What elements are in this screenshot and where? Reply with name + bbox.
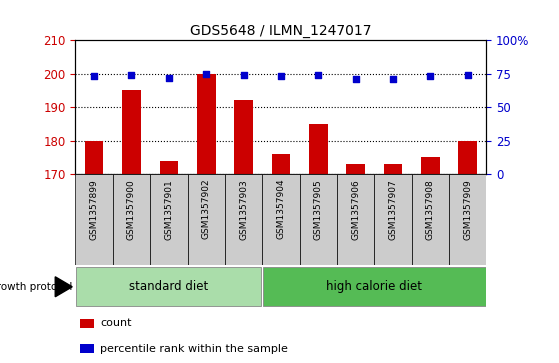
- Text: GSM1357907: GSM1357907: [389, 179, 397, 240]
- Point: [127, 72, 136, 78]
- Bar: [79, 344, 94, 353]
- Text: GSM1357902: GSM1357902: [202, 179, 211, 240]
- Bar: [421, 158, 439, 174]
- Bar: [75, 174, 113, 265]
- Bar: [300, 174, 337, 265]
- Text: GSM1357900: GSM1357900: [127, 179, 136, 240]
- Bar: [225, 174, 262, 265]
- Bar: [411, 174, 449, 265]
- Bar: [85, 141, 103, 174]
- Bar: [234, 101, 253, 174]
- Bar: [449, 174, 486, 265]
- Polygon shape: [55, 277, 72, 297]
- Point: [426, 73, 435, 79]
- Bar: [79, 319, 94, 328]
- Bar: [337, 174, 375, 265]
- Text: GSM1357905: GSM1357905: [314, 179, 323, 240]
- Bar: [187, 174, 225, 265]
- Text: GSM1357901: GSM1357901: [164, 179, 173, 240]
- Bar: [272, 154, 290, 174]
- Bar: [150, 174, 187, 265]
- Bar: [309, 124, 328, 174]
- Text: GSM1357906: GSM1357906: [351, 179, 360, 240]
- Bar: [262, 174, 300, 265]
- Text: GSM1357908: GSM1357908: [426, 179, 435, 240]
- Text: percentile rank within the sample: percentile rank within the sample: [100, 344, 288, 354]
- Text: GSM1357903: GSM1357903: [239, 179, 248, 240]
- Text: high calorie diet: high calorie diet: [326, 280, 422, 293]
- Bar: [375, 174, 411, 265]
- Point: [276, 73, 285, 79]
- Text: GSM1357909: GSM1357909: [463, 179, 472, 240]
- Bar: [76, 267, 262, 306]
- Title: GDS5648 / ILMN_1247017: GDS5648 / ILMN_1247017: [190, 24, 372, 37]
- Text: standard diet: standard diet: [129, 280, 209, 293]
- Bar: [197, 74, 216, 174]
- Bar: [383, 164, 402, 174]
- Text: growth protocol: growth protocol: [0, 282, 73, 292]
- Point: [202, 71, 211, 77]
- Bar: [458, 141, 477, 174]
- Point: [164, 75, 173, 81]
- Bar: [159, 161, 178, 174]
- Bar: [263, 267, 486, 306]
- Point: [239, 72, 248, 78]
- Text: GSM1357904: GSM1357904: [276, 179, 286, 240]
- Bar: [346, 164, 365, 174]
- Text: GSM1357899: GSM1357899: [89, 179, 98, 240]
- Bar: [113, 174, 150, 265]
- Point: [463, 72, 472, 78]
- Text: count: count: [100, 318, 131, 328]
- Bar: [122, 90, 141, 174]
- Point: [351, 76, 360, 82]
- Point: [314, 72, 323, 78]
- Point: [89, 73, 98, 79]
- Point: [389, 76, 397, 82]
